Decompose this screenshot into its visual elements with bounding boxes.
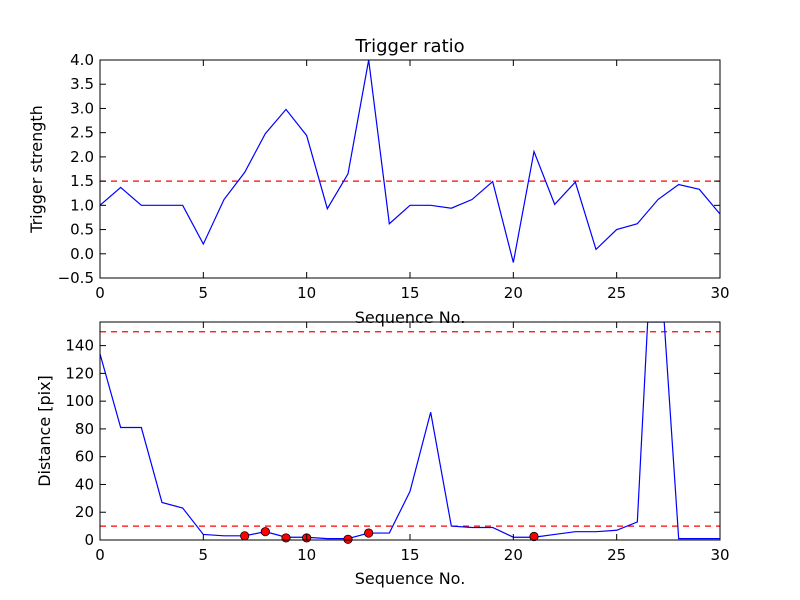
x-tick-label: 15 — [400, 284, 419, 302]
y-tick-label: −0.5 — [58, 269, 94, 287]
x-tick-label: 0 — [95, 284, 105, 302]
chart-title: Trigger ratio — [354, 36, 464, 57]
x-tick-label: 25 — [607, 546, 626, 564]
x-tick-label: 10 — [297, 284, 316, 302]
x-tick-label: 10 — [297, 546, 316, 564]
x-tick-label: 5 — [199, 284, 209, 302]
y-tick-label: 20 — [75, 503, 94, 521]
y-tick-label: 2.0 — [70, 148, 94, 166]
data-point-marker — [281, 533, 291, 543]
y-tick-label: 0.5 — [70, 221, 94, 239]
y-tick-label: 40 — [75, 475, 94, 493]
y-tick-label: 100 — [65, 392, 94, 410]
x-tick-label: 30 — [710, 546, 729, 564]
y-tick-label: 0.0 — [70, 245, 94, 263]
x-tick-label: 20 — [504, 546, 523, 564]
y-tick-label: 60 — [75, 448, 94, 466]
y-tick-label: 1.0 — [70, 196, 94, 214]
y-tick-label: 140 — [65, 337, 94, 355]
y-tick-label: 80 — [75, 420, 94, 438]
y-tick-label: 2.5 — [70, 124, 94, 142]
y-tick-label: 4.0 — [70, 51, 94, 69]
trigger-ratio-plot: Trigger ratio 0 5 10 15 20 25 30 −0.5 0.0 0.5 1.0 1… — [27, 36, 730, 327]
data-point-marker — [529, 531, 539, 542]
series-line — [100, 60, 720, 263]
y-tick-label: 1.5 — [70, 172, 94, 190]
x-tick-label: 5 — [199, 546, 209, 564]
data-point-marker — [364, 528, 374, 538]
x-tick-label: 0 — [95, 546, 105, 564]
x-tick-label: 15 — [400, 546, 419, 564]
y-tick-label: 3.0 — [70, 99, 94, 117]
x-axis-label: Sequence No. — [355, 569, 466, 588]
x-tick-label: 30 — [710, 284, 729, 302]
y-tick-label: 120 — [65, 364, 94, 382]
distance-plot: 0 5 10 15 20 25 30 0 20 40 60 80 100 120 140 Sequence … — [35, 321, 730, 588]
y-tick-label: 3.5 — [70, 75, 94, 93]
y-tick-label: 0 — [84, 531, 94, 549]
x-tick-label: 20 — [504, 284, 523, 302]
x-tick-label: 25 — [607, 284, 626, 302]
y-axis-label: Distance [pix] — [35, 375, 54, 487]
series-line — [100, 322, 720, 540]
data-point-marker — [343, 534, 353, 544]
data-point-marker — [240, 531, 250, 541]
y-axis-label: Trigger strength — [27, 105, 46, 234]
data-point-marker — [260, 527, 270, 537]
